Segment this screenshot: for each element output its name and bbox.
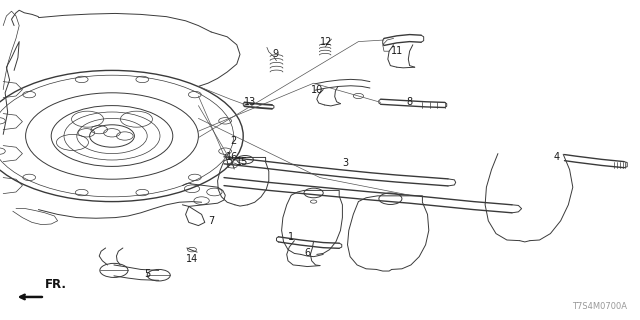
Text: 14: 14 [186, 254, 198, 264]
Text: 1: 1 [288, 232, 294, 242]
Text: 13: 13 [243, 97, 256, 108]
Text: 4: 4 [554, 152, 560, 162]
Text: 2: 2 [230, 136, 237, 146]
Text: 6: 6 [304, 248, 310, 258]
Text: 11: 11 [390, 46, 403, 56]
Text: FR.: FR. [45, 278, 67, 291]
Text: 16: 16 [226, 152, 239, 162]
Text: 8: 8 [406, 97, 413, 108]
Text: 10: 10 [310, 84, 323, 95]
Text: 5: 5 [144, 268, 150, 279]
Text: 12: 12 [320, 36, 333, 47]
Text: 7: 7 [208, 216, 214, 226]
Text: 15: 15 [236, 156, 248, 167]
Text: 3: 3 [342, 158, 349, 168]
Text: 9: 9 [272, 49, 278, 60]
Text: T7S4M0700A: T7S4M0700A [572, 302, 627, 311]
